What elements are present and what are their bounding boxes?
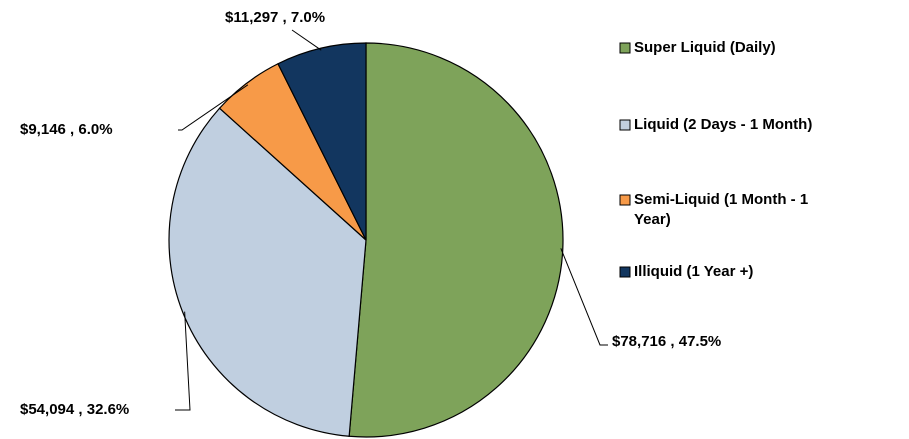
pie-slice bbox=[348, 42, 564, 438]
leader-line bbox=[178, 84, 249, 131]
legend-label: Super Liquid (Daily) bbox=[634, 39, 776, 56]
legend-swatch bbox=[619, 266, 631, 278]
legend-label-line: Year) bbox=[634, 211, 671, 228]
legend-label-line: Semi-Liquid (1 Month - 1 bbox=[634, 191, 812, 208]
leader-line bbox=[560, 248, 608, 346]
legend-swatch bbox=[619, 194, 631, 206]
pie-slice bbox=[277, 42, 367, 241]
legend-swatch bbox=[619, 119, 631, 131]
legend-swatch bbox=[619, 42, 631, 54]
legend-label: Semi-Liquid (1 Month - 1 Year) bbox=[634, 191, 812, 228]
legend-label: Illiquid (1 Year +) bbox=[634, 263, 753, 280]
legend-label: Liquid (2 Days - 1 Month) bbox=[634, 116, 812, 133]
data-label: $78,716 , 47.5% bbox=[612, 333, 721, 350]
pie-slice bbox=[168, 107, 367, 437]
data-label: $9,146 , 6.0% bbox=[20, 121, 113, 138]
data-label: $54,094 , 32.6% bbox=[20, 401, 129, 418]
data-label: $11,297 , 7.0% bbox=[225, 9, 325, 26]
leader-line bbox=[175, 311, 191, 411]
leader-line bbox=[291, 29, 322, 51]
